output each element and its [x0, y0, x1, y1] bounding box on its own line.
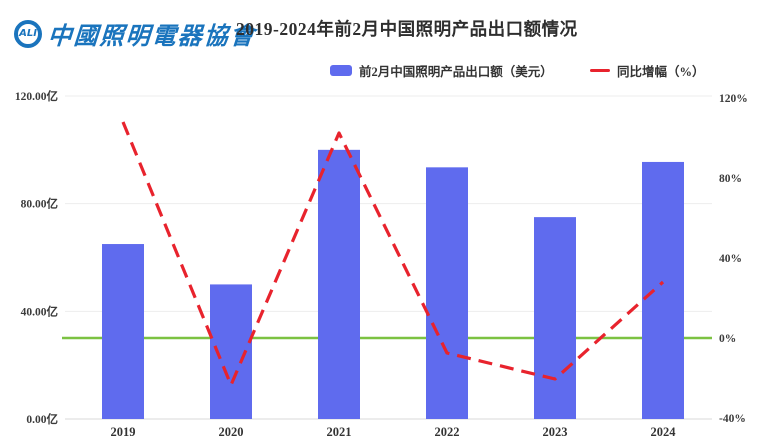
legend-label-export: 前2月中国照明产品出口额（美元） — [359, 65, 553, 79]
x-axis-label-2020: 2020 — [219, 425, 244, 439]
left-axis-tick-label: 40.00亿 — [21, 304, 59, 318]
legend-item-growth: 同比增幅（%） — [590, 61, 705, 80]
right-axis-tick-label: 120% — [719, 93, 748, 105]
x-axis-label-2022: 2022 — [435, 425, 460, 439]
x-axis-label-2023: 2023 — [543, 425, 568, 439]
right-axis-tick-label: -40% — [719, 413, 746, 425]
bar-2021 — [318, 149, 360, 420]
legend-label-growth: 同比增幅（%） — [617, 65, 705, 79]
x-axis-label-2024: 2024 — [651, 425, 677, 439]
left-axis-tick-label: 0.00亿 — [26, 412, 58, 426]
left-axis-tick-label: 120.00亿 — [15, 89, 59, 103]
cali-logo-icon: ALI — [14, 19, 42, 48]
left-axis-tick-label: 80.00亿 — [21, 197, 59, 211]
growth-line — [121, 121, 665, 387]
right-axis-tick-label: 0% — [719, 333, 736, 345]
brand-logo: ALI 中國照明電器協會 — [14, 16, 257, 51]
bar-2019 — [102, 244, 144, 419]
chart-title: 2019-2024年前2月中国照明产品出口额情况 — [236, 19, 578, 39]
bar-series-swatch-icon — [330, 65, 352, 76]
bar-2022 — [426, 167, 468, 419]
bar-2023 — [534, 217, 576, 419]
line-series-swatch-icon — [590, 68, 610, 73]
x-axis-label-2019: 2019 — [111, 425, 136, 439]
right-axis-tick-label: 40% — [719, 253, 742, 265]
right-axis-tick-label: 80% — [719, 173, 742, 185]
bar-2024 — [642, 161, 684, 419]
legend-item-export: 前2月中国照明产品出口额（美元） — [330, 61, 553, 80]
x-axis-label-2021: 2021 — [327, 425, 352, 439]
